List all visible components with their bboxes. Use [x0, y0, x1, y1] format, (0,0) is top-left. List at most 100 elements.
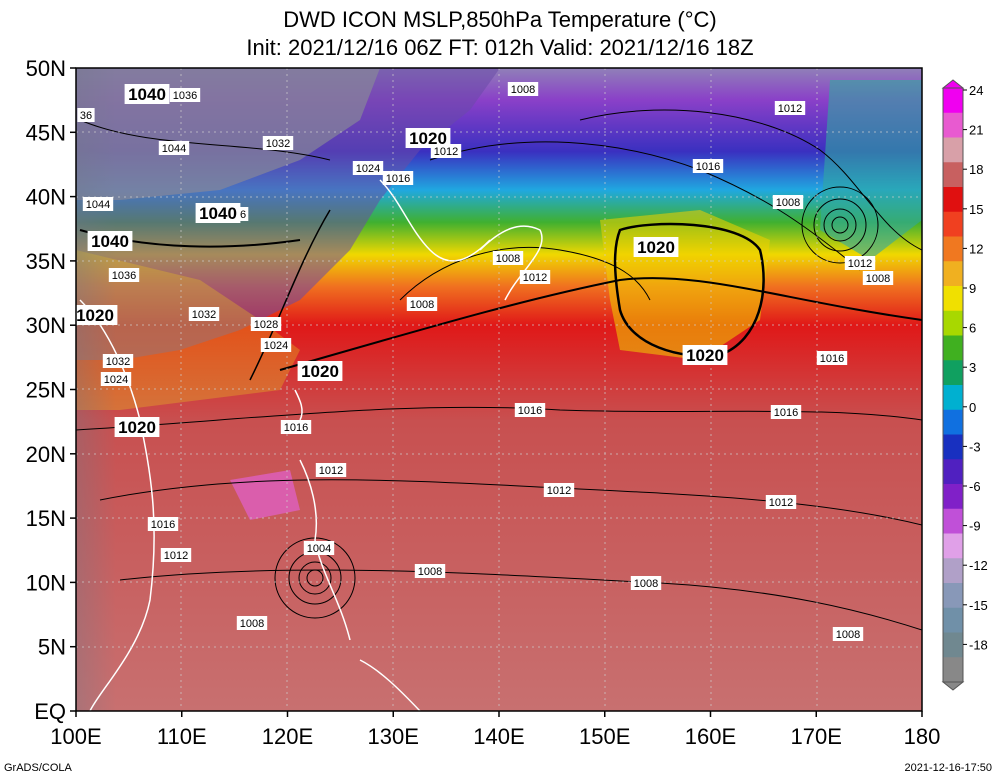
lat-tick-label: 50N: [26, 56, 66, 81]
colorbar-swatch: [943, 112, 963, 138]
isobar-label: 1016: [386, 173, 410, 185]
isobar-label: 1008: [410, 299, 434, 311]
isobar-label-box: [682, 345, 728, 365]
isobar-label-box: [77, 108, 95, 122]
isobar-label-box: [114, 417, 160, 437]
colorbar-swatch: [943, 409, 963, 435]
colorbar-label: -9: [969, 519, 981, 534]
colorbar-swatch: [943, 335, 963, 361]
lon-tick-label: 160E: [685, 724, 736, 749]
isobar-label: 1012: [769, 497, 793, 509]
isobar-label: 1012: [523, 272, 547, 284]
lon-tick-label: 100E: [50, 724, 101, 749]
lon-tick-label: 180: [904, 724, 941, 749]
isobar-label-box: [76, 305, 118, 325]
isobar-label: 1016: [151, 519, 175, 531]
colorbar-label: 9: [969, 281, 976, 296]
isobar-label-box: [303, 541, 335, 555]
isobar-label: 1012: [164, 550, 188, 562]
colorbar-swatch: [943, 583, 963, 609]
latitude-axis: 50N 45N 40N 35N 30N 25N 20N 15N 10N 5N EQ: [26, 56, 76, 724]
isobars: [76, 109, 922, 631]
isobar-label-box: [260, 338, 292, 352]
colorbar-swatch: [943, 484, 963, 510]
isobar-label: 1020: [76, 306, 114, 325]
map-title: DWD ICON MSLP,850hPa Temperature (°C): [283, 7, 717, 32]
isobar-label: 1020: [301, 362, 339, 381]
colorbar-label: 3: [969, 360, 976, 375]
isobar-label-box: [633, 237, 679, 257]
isobar-label-box: [100, 372, 132, 386]
colorbar-swatch: [943, 261, 963, 287]
colorbar-swatch: [943, 657, 963, 683]
isobar-label-box: [816, 351, 848, 365]
isobar-label-box: [765, 495, 797, 509]
lat-tick-label: EQ: [34, 699, 66, 724]
isobar-label-box: [352, 161, 384, 175]
isobar-label-box: [169, 88, 201, 102]
isobar-label: 1012: [547, 485, 571, 497]
isobar-label-box: [543, 483, 575, 497]
isobar-label-box: [507, 82, 539, 96]
warm-region: [76, 250, 300, 410]
isobar-label: 1020: [409, 129, 447, 148]
isobar-label-box: [414, 564, 446, 578]
isobar-label: 1036: [173, 90, 197, 102]
longitude-axis: 100E 110E 120E 130E 140E 150E 160E 170E 180: [50, 711, 940, 749]
isobar-label-box: [770, 405, 802, 419]
isobar-label-box: [405, 128, 451, 148]
isobar-label: 1008: [240, 618, 264, 630]
timestamp-text: 2021-12-16-17:50: [904, 762, 992, 774]
isobar-label-box: [262, 136, 294, 150]
isobar-label-box: [236, 616, 268, 630]
colorbar: 24 21 18 15 12 9 6 3 0 -3 -6 -9 -12 -15 -18: [941, 79, 988, 691]
colorbar-label: -6: [969, 479, 981, 494]
isobar-label: 1008: [634, 578, 658, 590]
lat-tick-label: 35N: [26, 249, 66, 274]
isobar-label: 1024: [264, 340, 288, 352]
isobar-label: 1008: [776, 197, 800, 209]
map-subtitle: Init: 2021/12/16 06Z FT: 012h Valid: 202…: [246, 35, 754, 60]
lat-tick-label: 20N: [26, 442, 66, 467]
warm-spot: [230, 470, 300, 520]
lat-tick-label: 45N: [26, 120, 66, 145]
isobar-label: 1008: [496, 253, 520, 265]
isobar-label: 1020: [118, 418, 156, 437]
isobar-label-box: [382, 171, 414, 185]
isobar-label: 6: [240, 209, 246, 221]
lon-tick-label: 120E: [262, 724, 313, 749]
isobar-label-box: [862, 271, 894, 285]
colorbar-label: 15: [969, 202, 983, 217]
isobar-label-box: [82, 197, 114, 211]
colorbar-label: 12: [969, 241, 983, 256]
isobar-label: 1004: [307, 543, 331, 555]
lat-tick-label: 40N: [26, 185, 66, 210]
colorbar-swatch: [943, 286, 963, 312]
isobar-label: 1032: [192, 309, 216, 321]
isobar-label: 36: [80, 110, 92, 122]
lon-tick-label: 170E: [791, 724, 842, 749]
isobar-label-box: [514, 403, 546, 417]
isobar-label: 1036: [112, 270, 136, 282]
lon-tick-label: 140E: [473, 724, 524, 749]
isobar-label: 1040: [199, 204, 237, 223]
credit-text: GrADS/COLA: [4, 762, 72, 774]
isobar-label: 1012: [319, 465, 343, 477]
isobar-label-box: [406, 297, 438, 311]
grid-lines: [76, 68, 922, 711]
isobar-label: 1012: [848, 258, 872, 270]
colorbar-label: -12: [969, 558, 988, 573]
colorbar-swatch: [943, 162, 963, 188]
isobar-label: 1008: [418, 566, 442, 578]
colorbar-swatch: [943, 211, 963, 237]
colorbar-label: 18: [969, 162, 983, 177]
colorbar-swatch: [943, 310, 963, 336]
colorbar-swatch: [943, 187, 963, 213]
isobar-label: 1016: [774, 407, 798, 419]
lat-tick-label: 25N: [26, 378, 66, 403]
isobar-label-box: [772, 195, 804, 209]
isobar-label-box: [844, 256, 876, 270]
isobar-label: 1024: [356, 163, 380, 175]
isobar-label: 1016: [284, 422, 308, 434]
